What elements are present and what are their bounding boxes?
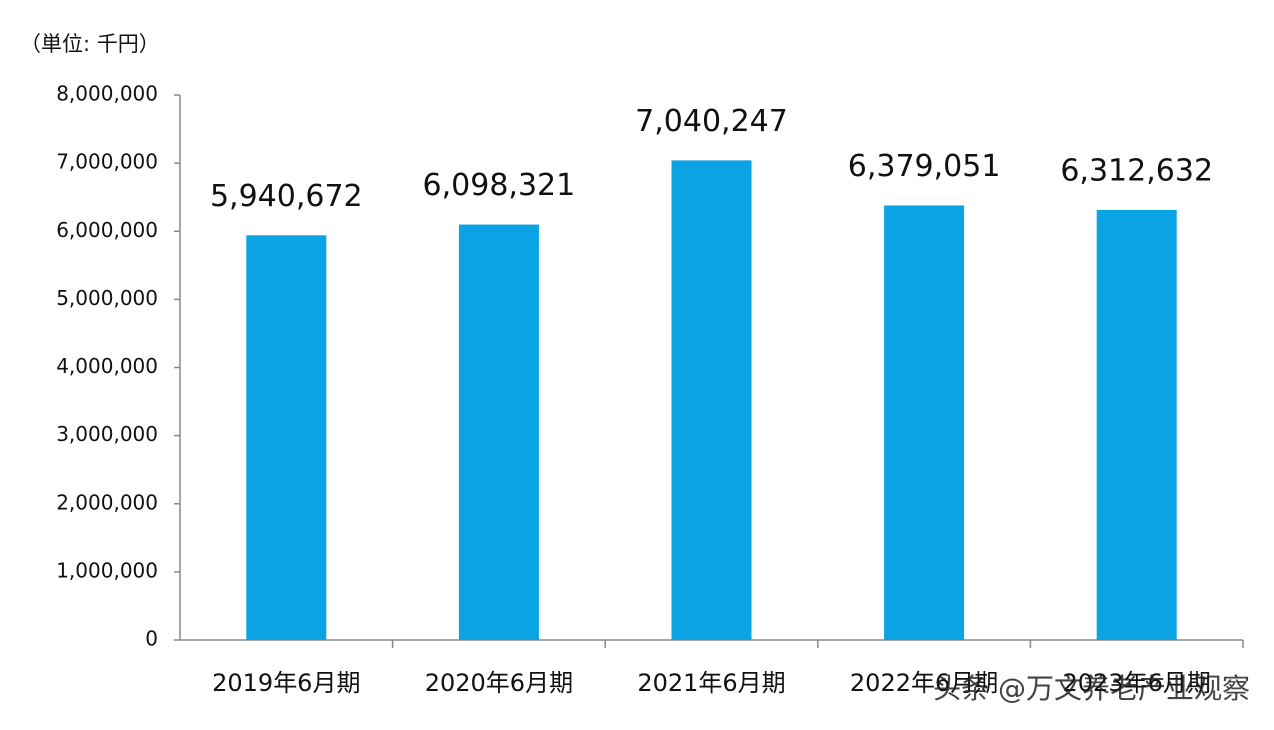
- value-label: 6,312,632: [1060, 153, 1213, 188]
- value-label: 5,940,672: [210, 179, 363, 214]
- y-tick-label: 6,000,000: [56, 218, 158, 242]
- x-tick-label: 2021年6月期: [637, 669, 785, 697]
- x-tick-label: 2022年6月期: [850, 669, 998, 697]
- bar: [884, 205, 965, 640]
- y-tick-label: 8,000,000: [56, 82, 158, 106]
- y-tick-label: 3,000,000: [56, 422, 158, 446]
- unit-label: （単位: 千円）: [20, 32, 160, 56]
- watermark: 头条 @万文养老产业观察: [933, 672, 1250, 705]
- x-tick-label: 2023年6月期: [1063, 669, 1211, 697]
- y-tick-label: 7,000,000: [56, 150, 158, 174]
- value-label: 7,040,247: [635, 104, 788, 139]
- value-label: 6,098,321: [423, 168, 576, 203]
- y-tick-label: 1,000,000: [56, 558, 158, 582]
- y-tick-label: 2,000,000: [56, 490, 158, 514]
- y-tick-label: 0: [145, 627, 158, 651]
- x-tick-label: 2019年6月期: [212, 669, 360, 697]
- bar: [671, 160, 752, 640]
- x-tick-label: 2020年6月期: [425, 669, 573, 697]
- y-tick-label: 4,000,000: [56, 354, 158, 378]
- bar: [246, 235, 327, 640]
- bar: [458, 224, 539, 640]
- y-tick-label: 5,000,000: [56, 286, 158, 310]
- bar: [1096, 209, 1177, 640]
- value-label: 6,379,051: [848, 149, 1001, 184]
